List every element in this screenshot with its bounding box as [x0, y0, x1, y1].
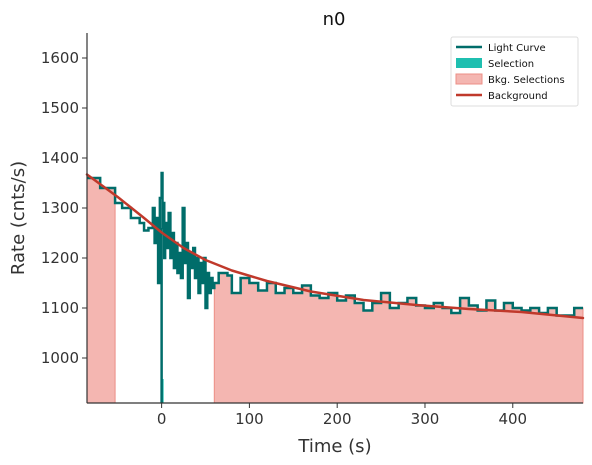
y-tick-label: 1300 — [41, 199, 79, 217]
bkg-selection-region-2 — [213, 272, 584, 404]
legend-label-bkg-selections: Bkg. Selections — [488, 75, 565, 86]
x-tick-label: 400 — [498, 410, 527, 428]
legend-frame — [450, 36, 579, 107]
legend-label-background: Background — [488, 91, 548, 102]
background-fit-line — [85, 173, 585, 320]
x-tick-label: 300 — [411, 410, 440, 428]
x-tick-label: 0 — [157, 410, 167, 428]
y-axis-label: Rate (cnts/s) — [8, 161, 29, 275]
x-tick-label: 200 — [323, 410, 352, 428]
legend: Light Curve Selection Bkg. Selections Backg… — [450, 36, 579, 107]
x-tick-label: 100 — [235, 410, 264, 428]
legend-swatch-selection — [456, 58, 482, 68]
y-tick-label: 1100 — [41, 299, 79, 317]
background-fit-layer — [85, 173, 585, 320]
y-tick-label: 1500 — [41, 99, 79, 117]
y-tick-label: 1600 — [41, 49, 79, 67]
x-tick-group: 0 100 200 300 400 — [157, 403, 527, 428]
plot-area — [85, 171, 585, 404]
x-axis-label: Time (s) — [297, 436, 371, 457]
y-tick-label: 1200 — [41, 249, 79, 267]
y-tick-group: 1000 1100 1200 1300 1400 1500 1600 — [41, 49, 87, 367]
chart-title: n0 — [323, 9, 346, 30]
legend-swatch-bkg-selections — [455, 73, 483, 85]
y-tick-label: 1000 — [41, 349, 79, 367]
legend-label-light-curve: Light Curve — [488, 43, 546, 54]
bkg-selection-region-1 — [86, 177, 116, 404]
legend-label-selection: Selection — [488, 59, 534, 70]
y-tick-label: 1400 — [41, 149, 79, 167]
